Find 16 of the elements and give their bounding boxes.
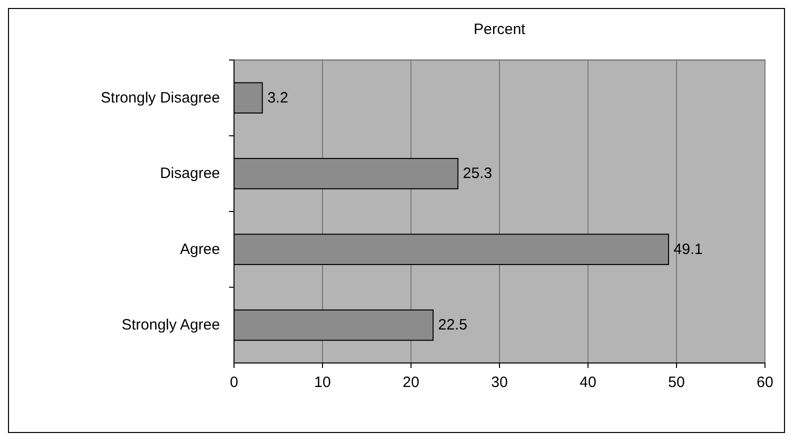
y-tick-label: Strongly Disagree [100, 89, 220, 106]
data-label: 3.2 [267, 89, 288, 106]
data-label: 22.5 [438, 316, 468, 334]
x-tick-label: 40 [580, 374, 596, 391]
x-tick-label: 20 [402, 374, 420, 391]
y-tick-label: Disagree [160, 165, 220, 182]
x-tick-label: 0 [230, 374, 238, 391]
x-tick-label: 30 [491, 374, 508, 391]
chart-title: Percent [474, 21, 526, 38]
data-label: 49.1 [674, 240, 703, 258]
data-label: 25.3 [462, 165, 492, 182]
x-tick-label: 10 [314, 374, 331, 391]
y-tick-label: Strongly Agree [122, 316, 220, 334]
x-tick-label: 50 [668, 374, 685, 391]
y-tick-label: Agree [180, 240, 220, 258]
x-tick-label: 60 [756, 374, 774, 391]
